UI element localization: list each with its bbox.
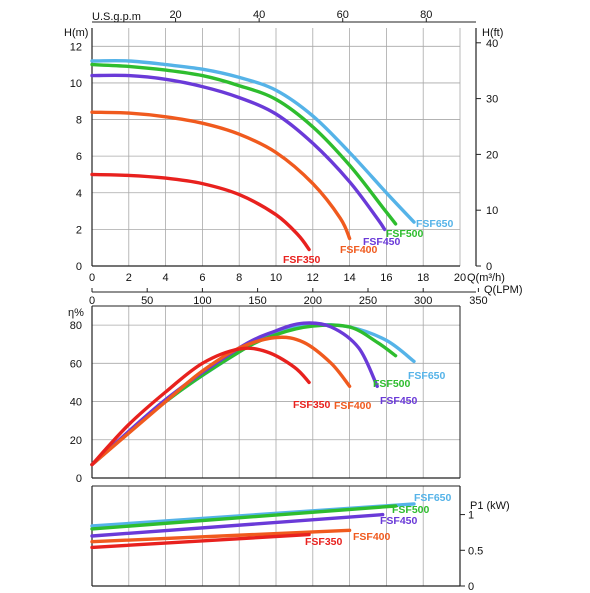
top-tick-label: 20 xyxy=(169,9,181,21)
series-label-fsf350: FSF350 xyxy=(293,399,331,411)
series-label-fsf400: FSF400 xyxy=(340,244,378,256)
series-line-fsf500 xyxy=(90,62,398,226)
y-tick-label: 10 xyxy=(70,78,82,90)
x-tick-label: 18 xyxy=(417,272,429,284)
series-line-fsf350 xyxy=(90,532,311,550)
top-axis-label: U.S.g.p.m xyxy=(92,11,141,23)
y-tick-label: 0 xyxy=(76,261,82,273)
right-tick-label: 20 xyxy=(486,149,498,161)
top-tick-label: 40 xyxy=(253,9,265,21)
x-tick-label: 12 xyxy=(307,272,319,284)
right-tick-label: 10 xyxy=(486,205,498,217)
x-tick-label: 2 xyxy=(126,272,132,284)
lpm-tick-label: 50 xyxy=(141,295,153,307)
lpm-tick-label: 300 xyxy=(414,295,432,307)
x-tick-label: 0 xyxy=(89,272,95,284)
series-label-fsf350: FSF350 xyxy=(305,536,343,548)
x-tick-label: 16 xyxy=(380,272,392,284)
y-tick-label: 4 xyxy=(76,188,82,200)
y-tick-label: 0 xyxy=(76,473,82,485)
lpm-tick-label: 100 xyxy=(193,295,211,307)
y-tick-label: 40 xyxy=(70,397,82,409)
y-tick-label: 60 xyxy=(70,358,82,370)
series-line-fsf450 xyxy=(90,73,387,232)
y-axis-label: H(m) xyxy=(64,27,88,39)
series-label-fsf400: FSF400 xyxy=(334,400,372,412)
right-axis-label: H(ft) xyxy=(482,27,503,39)
series-label-fsf400: FSF400 xyxy=(353,531,391,543)
series-line-fsf450 xyxy=(90,512,385,538)
y-tick-label: 2 xyxy=(76,224,82,236)
right-axis-label: P1 (kW) xyxy=(470,500,510,512)
lpm-tick-label: 150 xyxy=(248,295,266,307)
right-tick-label: 30 xyxy=(486,94,498,106)
right-tick-label: 0.5 xyxy=(468,545,483,557)
series-line-fsf400 xyxy=(90,528,352,544)
right-tick-label: 0 xyxy=(486,261,492,273)
y-tick-label: 20 xyxy=(70,435,82,447)
series-label-fsf650: FSF650 xyxy=(408,370,446,382)
series-label-fsf450: FSF450 xyxy=(380,515,418,527)
series-label-fsf500: FSF500 xyxy=(392,504,430,516)
lpm-tick-label: 200 xyxy=(304,295,322,307)
y-tick-label: 8 xyxy=(76,115,82,127)
x-tick-label: 8 xyxy=(236,272,242,284)
y-tick-label: 12 xyxy=(70,41,82,53)
series-line-fsf450 xyxy=(90,321,379,467)
right-tick-label: 1 xyxy=(468,510,474,522)
x-tick-label: 10 xyxy=(270,272,282,284)
lpm-tick-label: 0 xyxy=(89,295,95,307)
series-label-fsf450: FSF450 xyxy=(363,236,401,248)
lpm-axis-label: Q(LPM) xyxy=(484,284,523,296)
series-line-fsf500 xyxy=(90,504,398,531)
series-label-fsf350: FSF350 xyxy=(283,254,321,266)
x-tick-label: 6 xyxy=(199,272,205,284)
series-line-fsf650 xyxy=(90,58,416,224)
series-label-fsf650: FSF650 xyxy=(416,218,454,230)
series-label-fsf500: FSF500 xyxy=(373,378,411,390)
top-tick-label: 60 xyxy=(337,9,349,21)
y-tick-label: 6 xyxy=(76,151,82,163)
series-label-fsf450: FSF450 xyxy=(380,395,418,407)
x-tick-label: 14 xyxy=(343,272,355,284)
x-tick-label: 20 xyxy=(454,272,466,284)
right-tick-label: 0 xyxy=(468,581,474,593)
series-label-fsf650: FSF650 xyxy=(414,492,452,504)
series-line-fsf350 xyxy=(90,346,311,467)
right-tick-label: 40 xyxy=(486,38,498,50)
x-tick-label: 4 xyxy=(163,272,169,284)
series-line-fsf400 xyxy=(90,110,352,241)
series-line-fsf400 xyxy=(90,335,352,467)
lpm-tick-label: 250 xyxy=(359,295,377,307)
x-axis-label: Q(m³/h) xyxy=(467,272,505,284)
y-axis-label: η% xyxy=(68,307,84,319)
y-tick-label: 80 xyxy=(70,320,82,332)
series-label-fsf500: FSF500 xyxy=(386,228,424,240)
lpm-tick-label: 350 xyxy=(469,295,487,307)
series-line-fsf350 xyxy=(90,172,311,252)
top-tick-label: 80 xyxy=(420,9,432,21)
